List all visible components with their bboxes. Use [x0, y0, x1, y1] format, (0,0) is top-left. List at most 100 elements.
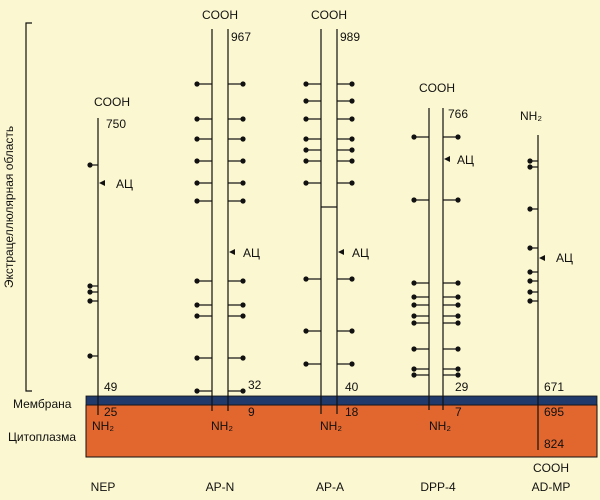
glycosylation-site	[527, 289, 533, 295]
dpp-4-bottom-terminal: NH₂	[429, 419, 451, 433]
glycosylation-site	[240, 81, 246, 87]
glycosylation-site	[240, 278, 246, 284]
ad-mp-bottom-terminal: COOH	[533, 461, 569, 475]
glycosylation-site	[303, 158, 309, 164]
glycosylation-site	[240, 302, 246, 308]
glycosylation-site	[194, 180, 200, 186]
glycosylation-site	[411, 313, 417, 319]
glycosylation-site	[455, 313, 461, 319]
dpp-4-top-terminal: COOH	[419, 81, 455, 95]
nep-active-site-label: АЦ	[116, 177, 133, 191]
glycosylation-site	[455, 294, 461, 300]
glycosylation-site	[455, 197, 461, 203]
glycosylation-site	[303, 276, 309, 282]
glycosylation-site	[303, 98, 309, 104]
protein-ap-n: COOH 967 АЦ 32 9 NH₂ AP-N	[202, 8, 262, 494]
glycosylation-site	[303, 180, 309, 186]
glycosylation-site	[303, 116, 309, 122]
cytoplasm-label: Цитоплазма	[8, 430, 76, 444]
glycosylation-site	[455, 366, 461, 372]
glycosylation-site	[527, 278, 533, 284]
glycosylation-site	[240, 116, 246, 122]
glycosylation-site	[194, 278, 200, 284]
ap-a-active-site-label: АЦ	[352, 246, 369, 260]
protein-chains	[87, 29, 545, 450]
extracellular-label: Экстрацеллюлярная область	[2, 126, 16, 288]
glycosylation-site	[411, 197, 417, 203]
ap-n-bottom-terminal: NH₂	[211, 419, 233, 433]
glycosylation-site	[349, 276, 355, 282]
glycosylation-site	[240, 136, 246, 142]
glycosylation-site	[194, 313, 200, 319]
ap-n-membrane-top-residue: 32	[248, 378, 262, 392]
ad-mp-end-residue: 824	[544, 437, 564, 451]
glycosylation-site	[194, 81, 200, 87]
nep-bottom-terminal: NH₂	[92, 419, 114, 433]
ad-mp-active-site-label: АЦ	[556, 251, 573, 265]
ad-mp-name: AD-MP	[532, 480, 571, 494]
protein-dpp-4: COOH 766 АЦ 29 7 NH₂ DPP-4	[419, 81, 474, 494]
glycosylation-site	[87, 162, 93, 168]
glycosylation-site	[527, 269, 533, 275]
ap-a-name: AP-A	[316, 480, 344, 494]
glycosylation-site	[411, 134, 417, 140]
glycosylation-site	[240, 313, 246, 319]
glycosylation-site	[527, 164, 533, 170]
glycosylation-site	[411, 366, 417, 372]
glycosylation-site	[349, 81, 355, 87]
protein-nep: COOH 750 АЦ 49 25 NH₂ NEP	[91, 95, 133, 494]
glycosylation-site	[349, 116, 355, 122]
glycosylation-site	[87, 298, 93, 304]
glycosylation-site	[194, 388, 200, 394]
glycosylation-site	[303, 136, 309, 142]
glycosylation-site	[455, 134, 461, 140]
glycosylation-site	[87, 289, 93, 295]
active-site-marker	[229, 249, 235, 255]
protein-ap-a: COOH 989 АЦ 40 18 NH₂ AP-A	[311, 8, 369, 494]
membrane-band	[85, 395, 598, 406]
dpp-4-name: DPP-4	[420, 480, 456, 494]
glycosylation-site	[527, 206, 533, 212]
glycosylation-site	[87, 283, 93, 289]
ap-n-top-residue: 967	[231, 30, 251, 44]
ap-n-membrane-bottom-residue: 9	[248, 405, 255, 419]
glycosylation-site	[240, 388, 246, 394]
dpp-4-membrane-bottom-residue: 7	[455, 405, 462, 419]
glycosylation-site	[411, 372, 417, 378]
glycosylation-site	[349, 136, 355, 142]
glycosylation-site	[455, 320, 461, 326]
glycosylation-site	[240, 198, 246, 204]
glycosylation-site	[87, 353, 93, 359]
glycosylation-site	[527, 245, 533, 251]
glycosylation-site	[194, 302, 200, 308]
glycosylation-site	[455, 302, 461, 308]
nep-membrane-top-residue: 49	[104, 380, 118, 394]
glycosylation-site	[349, 180, 355, 186]
ap-n-name: AP-N	[206, 480, 235, 494]
ap-a-top-residue: 989	[340, 30, 360, 44]
ap-n-active-site-label: АЦ	[243, 246, 260, 260]
nep-top-terminal: COOH	[94, 95, 130, 109]
glycosylation-site	[349, 328, 355, 334]
glycosylation-site	[349, 147, 355, 153]
glycosylation-site	[303, 328, 309, 334]
glycosylation-site	[303, 147, 309, 153]
ap-a-membrane-bottom-residue: 18	[345, 405, 359, 419]
glycosylation-site	[527, 158, 533, 164]
nep-top-residue: 750	[106, 117, 126, 131]
glycosylation-site	[194, 116, 200, 122]
dpp-4-membrane-top-residue: 29	[455, 380, 469, 394]
ad-mp-membrane-top-residue: 671	[544, 380, 564, 394]
glycosylation-site	[411, 320, 417, 326]
active-site-marker	[99, 180, 105, 186]
glycosylation-site	[527, 298, 533, 304]
glycosylation-site	[349, 158, 355, 164]
active-site-marker	[338, 249, 344, 255]
glycosylation-site	[349, 361, 355, 367]
glycosylation-site	[411, 346, 417, 352]
glycosylation-site	[194, 198, 200, 204]
glycosylation-site	[303, 361, 309, 367]
glycosylation-site	[349, 98, 355, 104]
glycosylation-site	[455, 372, 461, 378]
